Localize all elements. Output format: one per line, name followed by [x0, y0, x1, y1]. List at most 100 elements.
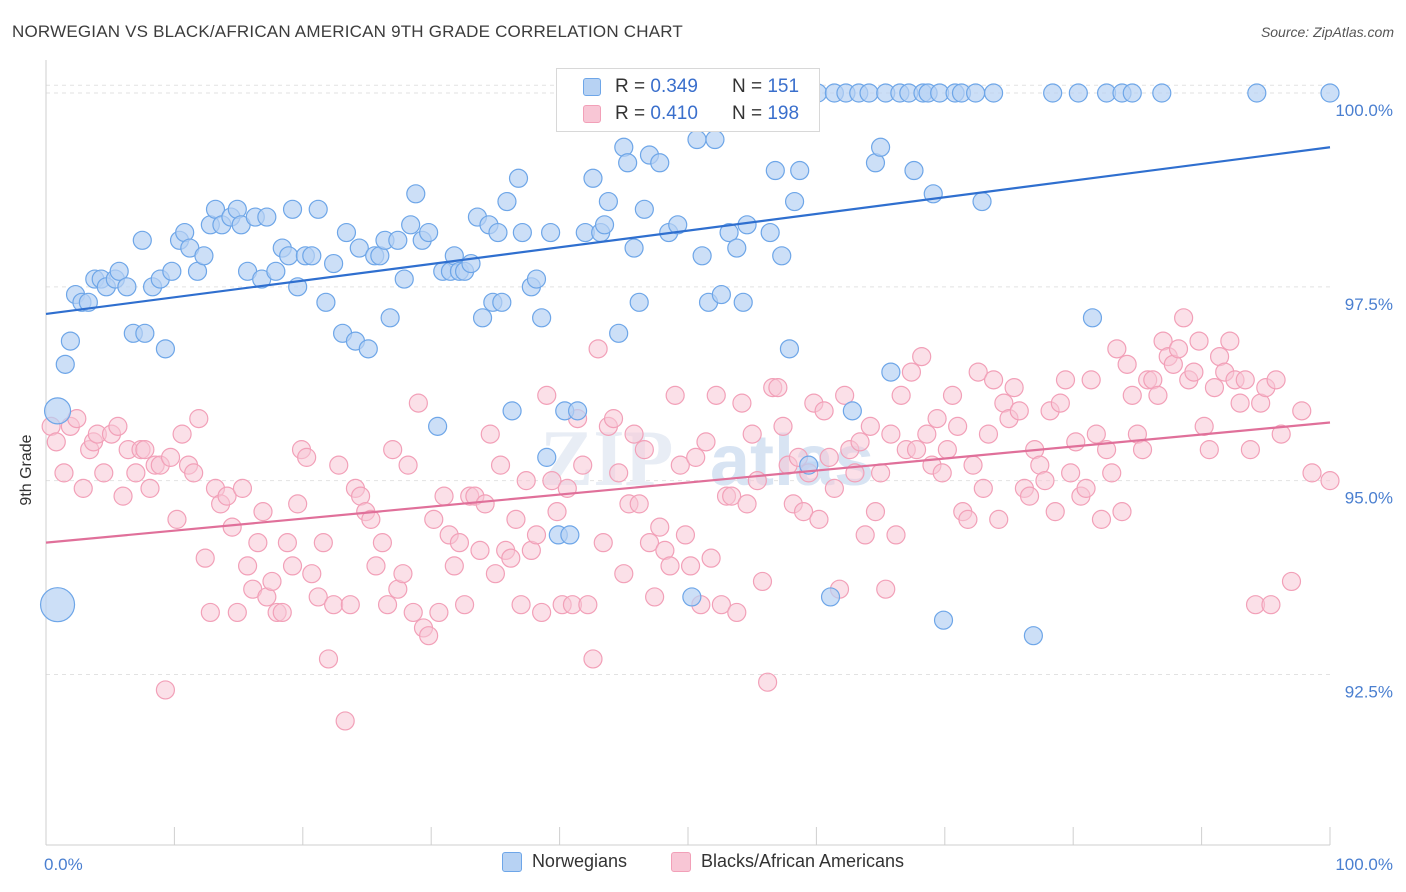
data-point-pink: [891, 385, 911, 405]
bottom-legend-swatch-blue: [501, 851, 522, 872]
data-point-blue: [497, 191, 517, 212]
legend-swatch-blue: [583, 78, 601, 96]
data-point-blue: [406, 184, 426, 204]
data-point-blue: [380, 308, 400, 328]
y-axis-label: 9th Grade: [18, 434, 35, 505]
legend-n-label: N =: [731, 103, 763, 124]
legend-box: R = 0.349 N = 151 R = 0.410 N = 198: [556, 68, 820, 132]
series-pink-points: [41, 308, 1340, 731]
data-point-pink: [711, 595, 731, 615]
y-tick-label: 92.5%: [1345, 682, 1393, 701]
trend-line-pink: [45, 421, 1331, 544]
data-point-pink: [1174, 308, 1194, 328]
data-point-blue: [394, 269, 414, 289]
data-point-pink: [511, 595, 531, 615]
data-point-blue: [760, 222, 780, 243]
data-point-blue: [692, 246, 712, 266]
data-point-pink: [1061, 463, 1081, 483]
data-point-blue: [618, 153, 638, 173]
data-point-pink: [937, 440, 957, 460]
data-point-blue: [784, 191, 805, 212]
data-point-blue: [1068, 83, 1088, 103]
source-label: Source: ZipAtlas.com: [1260, 24, 1394, 40]
data-point-pink: [742, 424, 762, 444]
data-point-pink: [262, 571, 282, 592]
data-point-pink: [1292, 401, 1312, 421]
trend-line-blue: [45, 146, 1331, 316]
data-point-pink: [942, 385, 963, 405]
data-point-pink: [1096, 440, 1117, 460]
data-point-blue: [650, 153, 670, 173]
data-point-pink: [506, 509, 526, 529]
data-point-pink: [419, 626, 439, 646]
data-point-pink: [547, 502, 567, 522]
data-point-pink: [614, 564, 634, 584]
data-point-pink: [809, 509, 829, 529]
data-point-blue: [859, 83, 879, 103]
data-point-pink: [634, 440, 654, 460]
data-point-pink: [227, 602, 247, 623]
data-point-pink: [680, 556, 701, 576]
bottom-legend-item-norwegians: Norwegians: [501, 851, 627, 872]
data-point-pink: [475, 494, 495, 514]
legend-row-pink: R = 0.410 N = 198: [583, 102, 799, 126]
data-point-pink: [155, 680, 176, 700]
bottom-legend-swatch-pink: [670, 851, 691, 872]
data-point-pink: [1261, 595, 1281, 615]
data-point-blue: [634, 199, 654, 219]
legend-row-blue: R = 0.349 N = 151: [583, 75, 799, 99]
data-point-blue: [567, 401, 588, 421]
data-point-blue: [1247, 83, 1267, 103]
data-point-pink: [1266, 370, 1286, 390]
data-point-pink: [189, 409, 209, 429]
data-point-blue: [194, 246, 214, 266]
data-point-pink: [1240, 440, 1260, 460]
data-point-blue: [109, 261, 129, 281]
data-point-pink: [46, 432, 66, 452]
data-point-pink: [819, 447, 839, 467]
data-point-pink: [1189, 331, 1209, 351]
data-point-pink: [860, 416, 880, 436]
data-point-blue: [779, 339, 800, 359]
data-point-blue: [324, 253, 344, 274]
data-point-pink: [1117, 354, 1137, 374]
data-point-pink: [454, 595, 475, 615]
data-point-pink: [983, 370, 1004, 390]
data-point-pink: [835, 385, 855, 405]
data-point-pink: [583, 649, 603, 669]
data-point-pink: [814, 401, 834, 421]
data-point-blue: [1122, 83, 1142, 103]
data-point-blue: [1023, 626, 1043, 646]
data-point-pink: [1035, 471, 1055, 491]
data-point-pink: [324, 595, 344, 615]
data-point-pink: [222, 517, 242, 537]
data-point-blue: [349, 238, 369, 258]
data-point-blue: [336, 222, 357, 243]
data-point-pink: [444, 556, 464, 576]
data-point-blue: [282, 199, 303, 219]
data-point-pink: [542, 471, 562, 491]
data-point-pink: [932, 463, 952, 483]
data-point-pink: [140, 478, 160, 498]
data-point-pink: [1050, 393, 1070, 413]
data-point-pink: [1204, 378, 1225, 398]
data-point-blue: [583, 168, 603, 188]
data-point-pink: [490, 455, 511, 475]
data-point-pink: [1302, 463, 1322, 483]
data-point-pink: [232, 478, 253, 498]
data-point-pink: [313, 533, 333, 553]
data-point-pink: [686, 447, 706, 467]
data-point-pink: [1112, 502, 1132, 522]
data-point-blue: [881, 362, 901, 382]
legend-r-label: R =: [615, 103, 646, 124]
data-point-blue: [388, 230, 408, 250]
data-point-pink: [172, 424, 192, 444]
data-point-pink: [516, 471, 536, 491]
tick-labels: 100.0% 97.5% 95.0% 92.5% 0.0% 100.0% 9th Grade: [18, 101, 1393, 874]
data-point-pink: [302, 564, 322, 584]
data-point-pink: [318, 649, 339, 669]
data-point-pink: [968, 362, 988, 382]
chart-title: NORWEGIAN VS BLACK/AFRICAN AMERICAN 9TH …: [12, 22, 683, 41]
data-point-pink: [1320, 471, 1340, 491]
data-point-blue: [719, 222, 739, 243]
